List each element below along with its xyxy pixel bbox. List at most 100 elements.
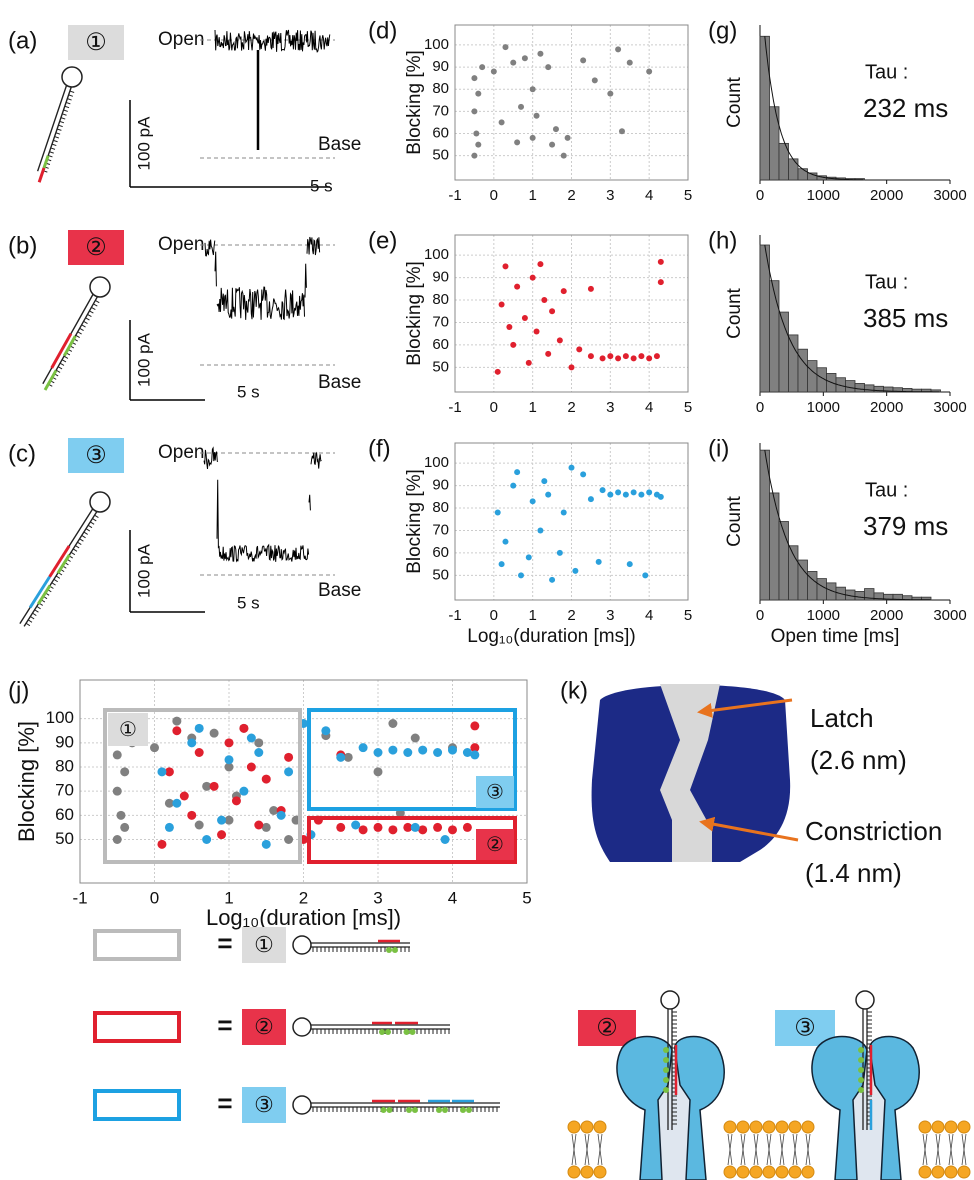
scatter-point	[120, 822, 130, 832]
dna-rung	[90, 521, 95, 525]
dna-rung	[95, 299, 100, 304]
scatter-point	[607, 90, 614, 97]
scatter-point	[653, 353, 660, 360]
time-scale-label: 5 s	[310, 176, 333, 195]
x-axis-label: Log₁₀(duration [ms])	[206, 905, 401, 930]
dna-rung	[30, 616, 35, 620]
scatter-point	[440, 835, 450, 844]
scatter-point	[112, 750, 122, 760]
lipid-head	[957, 1120, 971, 1134]
scatter-point	[462, 748, 472, 757]
scatter-point	[254, 820, 264, 830]
y-axis-label: Blocking [%]	[404, 50, 425, 155]
dna-rung	[53, 139, 58, 143]
plot-frame	[454, 24, 689, 181]
panel-label: (d)	[368, 17, 397, 44]
dna-rung	[36, 605, 41, 610]
y-tick-label: 50	[432, 566, 449, 583]
y-axis-label: Blocking [%]	[404, 261, 425, 366]
scatter-point	[510, 59, 517, 66]
exponential-fit	[764, 450, 931, 601]
histogram-bar	[845, 380, 856, 393]
scatter-point	[537, 527, 544, 534]
scatter-point	[410, 822, 420, 832]
open-label: Open	[158, 442, 204, 463]
y-axis-label: Count	[724, 495, 745, 546]
histogram-bar	[759, 449, 770, 601]
dna-rung	[79, 327, 84, 331]
dna-rung	[87, 524, 93, 529]
scatter-point	[473, 130, 480, 137]
histogram-bar	[797, 559, 808, 601]
lipid-head	[723, 1120, 737, 1134]
dna-marker	[380, 1107, 387, 1113]
scatter-point	[537, 50, 544, 57]
dna-rung	[51, 582, 56, 586]
scatter-point	[545, 350, 552, 357]
dna-marker	[858, 1087, 864, 1093]
pore-wall	[674, 1035, 725, 1180]
current-trace	[214, 29, 331, 53]
scatter-point	[642, 572, 649, 579]
dna-colored-segment	[48, 545, 71, 578]
dna-rung	[63, 109, 68, 112]
dna-rung	[25, 622, 31, 627]
dna-rung	[62, 113, 67, 116]
scatter-point	[202, 835, 212, 844]
legend-equals: =	[217, 1010, 232, 1040]
dna-rung	[27, 619, 33, 623]
scatter-point	[475, 90, 482, 97]
region-box	[307, 816, 517, 864]
dna-rung	[64, 105, 70, 109]
time-scale-label: 5 s	[237, 593, 260, 612]
badge	[68, 438, 124, 473]
lipid-head	[749, 1165, 763, 1179]
x-tick-label: 3000	[933, 399, 966, 416]
scatter-point	[560, 288, 567, 295]
pointer-arrow	[697, 698, 793, 718]
badge	[108, 713, 148, 746]
scatter-point	[418, 825, 428, 835]
dna-colored-segment	[36, 584, 52, 605]
badge	[476, 776, 514, 808]
hairpin-loop	[855, 990, 875, 1010]
dna-rung	[72, 548, 78, 552]
dna-rung	[85, 528, 91, 532]
panel-label: (e)	[368, 227, 397, 254]
x-tick-label: 0	[150, 888, 159, 907]
scatter-point	[556, 549, 563, 556]
dna-colored-segment	[42, 155, 50, 169]
badge-label: ①	[85, 29, 107, 56]
scatter-point	[657, 493, 664, 500]
lipid-head	[918, 1165, 932, 1179]
dna-rung	[65, 101, 71, 105]
histogram-bar	[788, 334, 799, 393]
dna-rung	[69, 90, 75, 93]
current-trace	[306, 236, 321, 256]
current-scale-label: 100 pA	[134, 543, 153, 598]
dna-rung	[81, 324, 86, 328]
scatter-point	[607, 491, 614, 498]
scatter-point	[580, 57, 587, 64]
histogram-bar	[864, 384, 875, 393]
dna-rung	[49, 151, 54, 154]
dna-loop	[292, 1017, 312, 1037]
dna-rung	[92, 518, 97, 522]
histogram-bar	[807, 360, 818, 393]
scatter-point	[657, 279, 664, 286]
x-tick-label: 3	[606, 187, 614, 204]
scatter-point	[448, 745, 457, 755]
badge-label: ③	[486, 781, 504, 803]
lipid-head	[788, 1165, 802, 1179]
scatter-point	[514, 139, 521, 146]
scatter-point	[470, 743, 480, 753]
scatter-point	[224, 815, 234, 825]
badge	[476, 829, 514, 860]
constriction-size: (1.4 nm)	[805, 858, 902, 888]
panel-label: (f)	[368, 435, 391, 462]
dna-rung	[51, 143, 57, 147]
dna-rung	[67, 98, 72, 101]
x-axis-label: Log₁₀(duration [ms])	[467, 626, 635, 647]
scatter-point	[502, 538, 509, 545]
dna-strand	[36, 85, 68, 172]
